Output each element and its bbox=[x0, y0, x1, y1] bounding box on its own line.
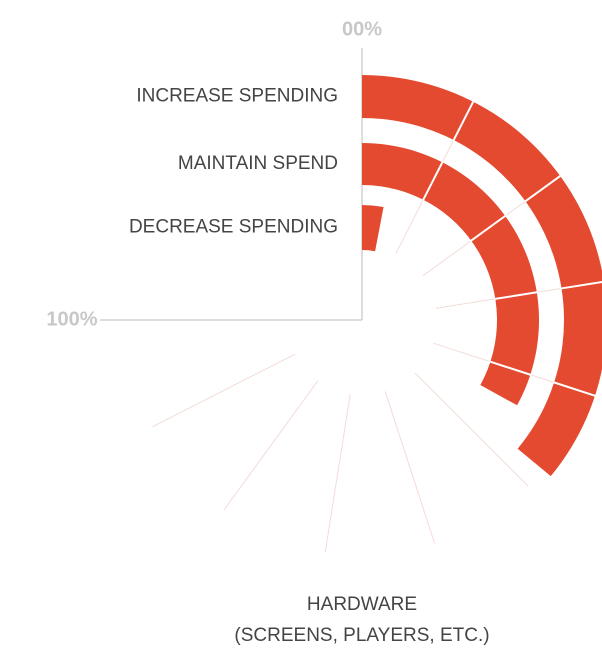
legend-label: INCREASE SPENDING bbox=[136, 86, 338, 107]
bar bbox=[362, 75, 602, 477]
segment-divider bbox=[452, 100, 475, 142]
chart-title: HARDWARE bbox=[307, 594, 417, 615]
legend-label: DECREASE SPENDING bbox=[129, 217, 338, 238]
guide-line bbox=[223, 380, 319, 511]
segment-divider bbox=[494, 291, 538, 301]
legend-label: MAINTAIN SPEND bbox=[178, 153, 338, 174]
guide-line bbox=[152, 353, 296, 428]
tick-label: 100% bbox=[46, 308, 97, 330]
guide-line bbox=[324, 393, 351, 553]
segment-divider bbox=[552, 381, 597, 397]
chart-title: (SCREENS, PLAYERS, ETC.) bbox=[234, 625, 489, 646]
segment-divider bbox=[524, 174, 562, 203]
guide-line bbox=[384, 391, 436, 544]
guide-line bbox=[414, 372, 529, 487]
segment-divider bbox=[560, 280, 602, 290]
bar bbox=[362, 143, 539, 406]
bar bbox=[362, 205, 384, 252]
tick-label: 00% bbox=[342, 18, 382, 40]
segment-divider bbox=[489, 360, 532, 376]
segment-divider bbox=[421, 160, 444, 202]
segment-divider bbox=[469, 214, 507, 243]
